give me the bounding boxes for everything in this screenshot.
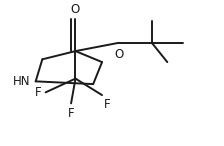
Text: O: O — [114, 48, 123, 61]
Text: O: O — [71, 3, 80, 16]
Text: F: F — [34, 86, 41, 99]
Text: HN: HN — [13, 75, 30, 88]
Text: F: F — [104, 98, 111, 111]
Text: F: F — [68, 107, 74, 120]
